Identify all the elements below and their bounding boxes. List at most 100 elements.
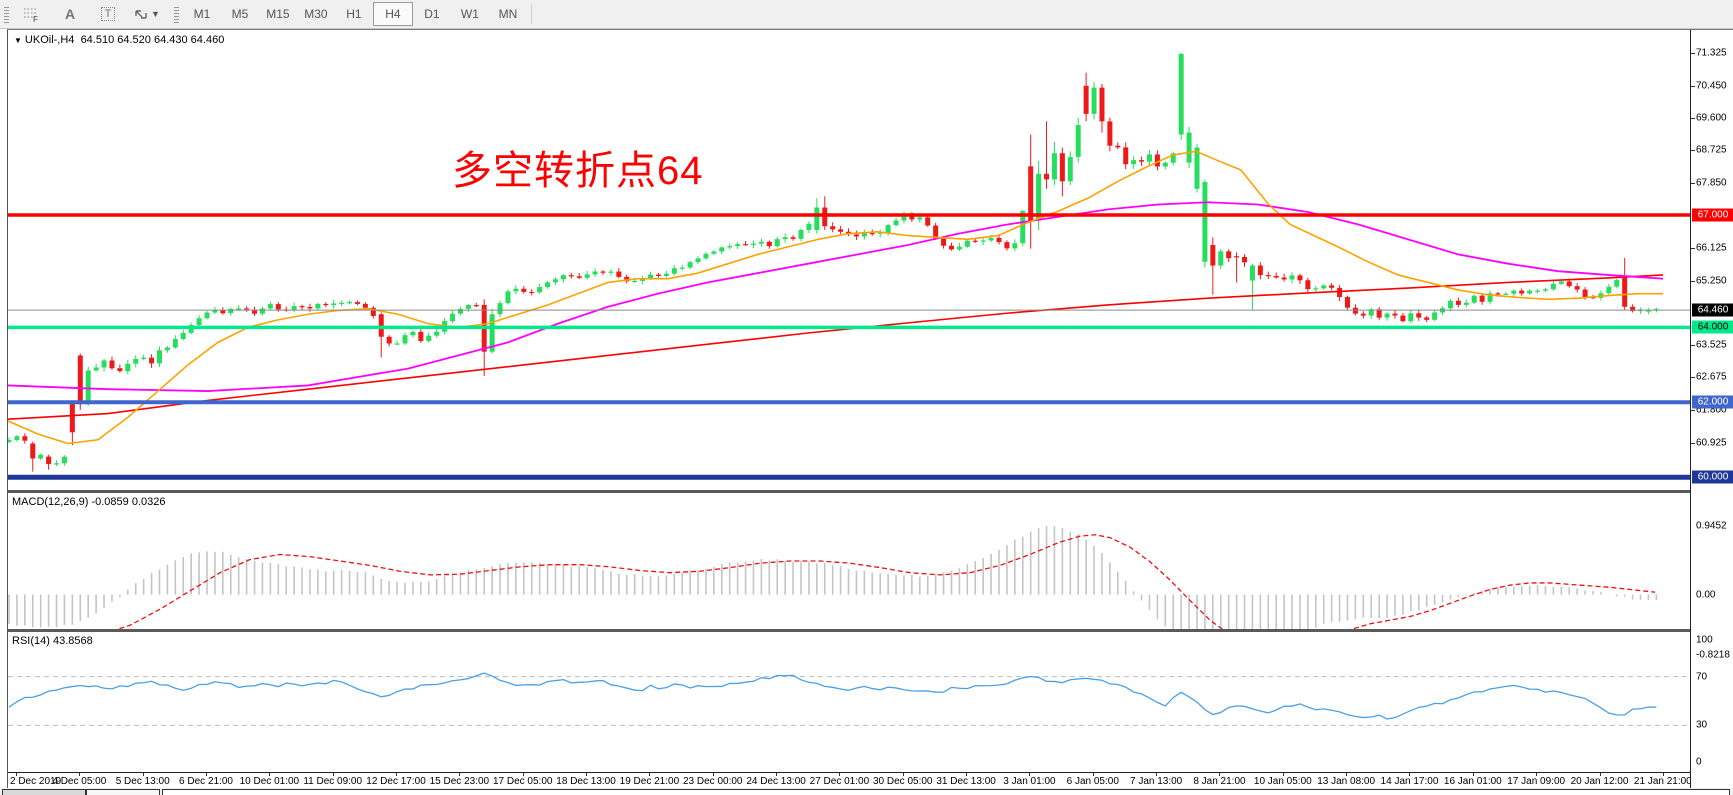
time-tick: [269, 773, 271, 776]
rsi-scale-label: 0: [1696, 756, 1702, 768]
price-axis-label: 62.675: [1696, 371, 1727, 383]
time-axis-label: 13 Jan 08:00: [1317, 776, 1376, 787]
price-tick: [1691, 53, 1695, 54]
price-axis-label: 70.450: [1696, 80, 1727, 92]
chevron-down-icon[interactable]: ▼: [151, 9, 160, 19]
time-axis-label: 10 Dec 01:00: [239, 776, 300, 787]
time-axis-label: 11 Dec 09:00: [303, 776, 363, 787]
time-tick: [79, 773, 81, 776]
symbol-label: UKOil-,H4: [24, 34, 75, 46]
time-tick: [1282, 773, 1284, 776]
toolbar-grip[interactable]: [4, 5, 9, 23]
price-axis-label: 60.925: [1696, 437, 1727, 449]
time-axis-label: 30 Dec 05:00: [873, 776, 933, 787]
time-axis-label: 8 Jan 21:00: [1193, 776, 1246, 787]
price-tick: [1691, 247, 1695, 249]
toolbar-grip-2[interactable]: [173, 5, 179, 23]
timeframe-button-h1[interactable]: H1: [346, 7, 362, 21]
time-tick: [396, 773, 398, 776]
time-axis-label: 4 Dec 05:00: [52, 776, 107, 787]
price-axis[interactable]: 71.325 70.450 69.600 68.725 67.850 66.125 65.2…: [1690, 30, 1733, 789]
chart-tab-1[interactable]: [2, 789, 86, 795]
chart-tab-2[interactable]: [86, 789, 160, 795]
time-tick: [839, 773, 841, 776]
time-axis-label: 7 Jan 13:00: [1129, 776, 1183, 787]
chart-window: ▼ UKOil-,H4 64.510 64.520 64.430 64.460 多…: [7, 29, 1733, 790]
timeframe-button-m15[interactable]: M15: [266, 7, 290, 21]
price-level-badge: 62.000: [1692, 395, 1733, 409]
time-tick: [1662, 773, 1664, 776]
timeframe-button-m5[interactable]: M5: [231, 7, 249, 21]
chart-annotation-text[interactable]: 多空转折点64: [452, 149, 704, 193]
price-level-badge: 67.000: [1692, 208, 1733, 222]
price-tick: [1691, 117, 1695, 119]
time-tick: [142, 773, 144, 776]
price-level-badge: 60.000: [1692, 470, 1733, 484]
price-axis-label: 61.800: [1696, 404, 1727, 416]
price-level-badge: 64.460: [1692, 303, 1733, 317]
time-tick: [966, 773, 968, 776]
arrows-tool-button[interactable]: ▼: [127, 3, 166, 25]
svg-text:F: F: [33, 15, 38, 22]
price-tick: [1691, 183, 1695, 185]
timeframe-button-mn[interactable]: MN: [498, 7, 518, 21]
time-axis-label: 16 Jan 01:00: [1443, 776, 1502, 787]
rsi-plot[interactable]: [8, 632, 1690, 772]
time-axis-label: 19 Dec 21:00: [619, 776, 680, 787]
price-axis-label: 69.600: [1696, 112, 1727, 124]
timeframe-button-d1[interactable]: D1: [424, 7, 440, 21]
text-a-icon: A: [64, 6, 76, 22]
time-axis-label: 12 Dec 17:00: [366, 776, 426, 787]
timeframe-button-m30[interactable]: M30: [304, 7, 328, 21]
price-tick: [1691, 345, 1695, 347]
macd-plot[interactable]: [8, 493, 1690, 629]
panel-separator-2[interactable]: [8, 629, 1733, 632]
time-axis-label: 2 Dec 2019: [10, 776, 62, 787]
bottom-tab-strip: [0, 788, 1733, 795]
macd-scale-zero: 0.00: [1696, 589, 1716, 601]
text-label-icon: T: [100, 7, 116, 21]
time-axis-label: 23 Dec 00:00: [682, 776, 743, 787]
time-axis-label: 31 Dec 13:00: [936, 776, 996, 787]
time-tick: [1219, 773, 1221, 776]
rsi-scale-label: 70: [1696, 671, 1708, 683]
arrows-icon: [135, 10, 147, 19]
timeframe-button-w1[interactable]: W1: [460, 7, 479, 21]
text-label-tool-button[interactable]: T: [89, 3, 127, 25]
text-tool-button[interactable]: A: [51, 3, 89, 25]
toolbar-separator: [530, 4, 532, 24]
price-tick: [1691, 280, 1695, 282]
time-tick: [16, 773, 17, 776]
price-chart-plot[interactable]: [8, 30, 1690, 490]
time-axis-label: 21 Jan 21:00: [1633, 776, 1692, 787]
time-axis-label: 17 Jan 09:00: [1507, 776, 1566, 787]
time-tick: [649, 773, 651, 776]
timeframe-button-h4[interactable]: H4: [372, 2, 413, 26]
time-tick: [1409, 773, 1411, 776]
price-tick: [1691, 85, 1695, 87]
time-axis[interactable]: 2 Dec 2019 4 Dec 05:00 5 Dec 13:00 6 Dec 21…: [8, 772, 1692, 790]
rsi-scale-label: 100: [1696, 634, 1713, 646]
time-tick: [1029, 773, 1031, 776]
rsi-label: RSI(14) 43.8568: [12, 635, 93, 647]
time-tick: [332, 773, 334, 776]
time-tick: [522, 773, 524, 776]
symbol-title[interactable]: ▼ UKOil-,H4 64.510 64.520 64.430 64.460: [14, 34, 224, 46]
time-axis-label: 15 Dec 23:00: [429, 776, 490, 787]
chart-tab-3[interactable]: [162, 789, 1730, 795]
timeframe-bar: M1 M5 M15 M30 H1 H4 D1 W1 MN: [183, 2, 527, 26]
panel-separator-1[interactable]: [8, 490, 1733, 493]
time-axis-label: 6 Dec 21:00: [179, 776, 233, 787]
time-axis-label: 17 Dec 05:00: [492, 776, 553, 787]
fibonacci-tool-button[interactable]: F: [13, 3, 51, 25]
price-axis-label: 66.125: [1696, 242, 1727, 254]
timeframe-button-m1[interactable]: M1: [193, 7, 211, 21]
time-tick: [459, 773, 461, 776]
time-axis-label: 27 Dec 01:00: [809, 776, 870, 787]
time-axis-label: 6 Jan 05:00: [1066, 776, 1119, 787]
time-axis-label: 5 Dec 13:00: [115, 776, 170, 787]
chart-dropdown-icon[interactable]: ▼: [14, 36, 22, 45]
time-tick: [902, 773, 904, 776]
price-axis-label: 65.250: [1696, 275, 1727, 287]
